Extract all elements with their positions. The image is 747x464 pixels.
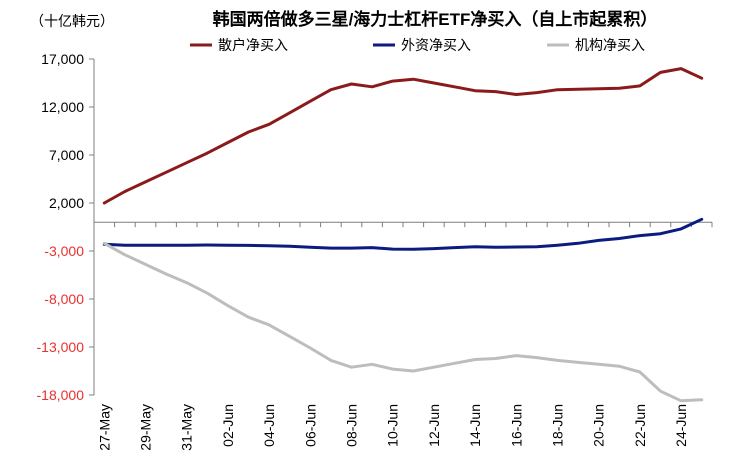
y-tick-label: 7,000 xyxy=(49,147,84,163)
x-tick-label: 29-May xyxy=(138,404,154,451)
x-tick-label: 18-Jun xyxy=(550,404,566,447)
series-layer xyxy=(102,67,704,403)
x-tick-label: 27-May xyxy=(96,404,112,451)
x-tick-label: 12-Jun xyxy=(426,404,442,447)
x-tick-label: 06-Jun xyxy=(302,404,318,447)
y-axis: 17,000 12,000 7,000 2,000 -3,000 -8,000 -13,00… xyxy=(37,51,95,403)
x-tick-label: 16-Jun xyxy=(508,404,524,447)
legend-label-1: 散户净买入 xyxy=(218,37,288,53)
x-tick-label: 24-Jun xyxy=(673,404,689,447)
y-tick-label: 17,000 xyxy=(41,51,84,67)
y-tick-label: -8,000 xyxy=(44,291,84,307)
x-axis: 27-May 29-May 31-May 02-Jun 04-Jun 06-Jun 08-J… xyxy=(93,221,713,451)
x-tick-label: 08-Jun xyxy=(344,404,360,447)
x-tick-label: 02-Jun xyxy=(220,404,236,447)
x-tick-label: 20-Jun xyxy=(591,404,607,447)
x-tick-label: 31-May xyxy=(179,404,195,451)
x-tick-label: 22-Jun xyxy=(632,404,648,447)
series-line-2 xyxy=(102,217,704,251)
y-tick-label: -18,000 xyxy=(37,387,85,403)
legend: 散户净买入 外资净买入 机构净买入 xyxy=(190,37,645,53)
legend-label-2: 外资净买入 xyxy=(401,37,471,53)
x-tick-label: 14-Jun xyxy=(467,404,483,447)
y-tick-label: -13,000 xyxy=(37,339,85,355)
y-tick-label: -3,000 xyxy=(44,243,84,259)
x-tick-label: 04-Jun xyxy=(261,404,277,447)
y-tick-label: 12,000 xyxy=(41,99,84,115)
y-tick-label: 2,000 xyxy=(49,195,84,211)
x-tick-label: 10-Jun xyxy=(385,404,401,447)
chart-title: 韩国两倍做多三星/海力士杠杆ETF净买入（自上市起累积） xyxy=(213,9,658,29)
series-line-3 xyxy=(102,241,704,403)
legend-label-3: 机构净买入 xyxy=(575,37,645,53)
series-line-1 xyxy=(102,67,704,205)
unit-label: （十亿韩元） xyxy=(30,13,114,29)
